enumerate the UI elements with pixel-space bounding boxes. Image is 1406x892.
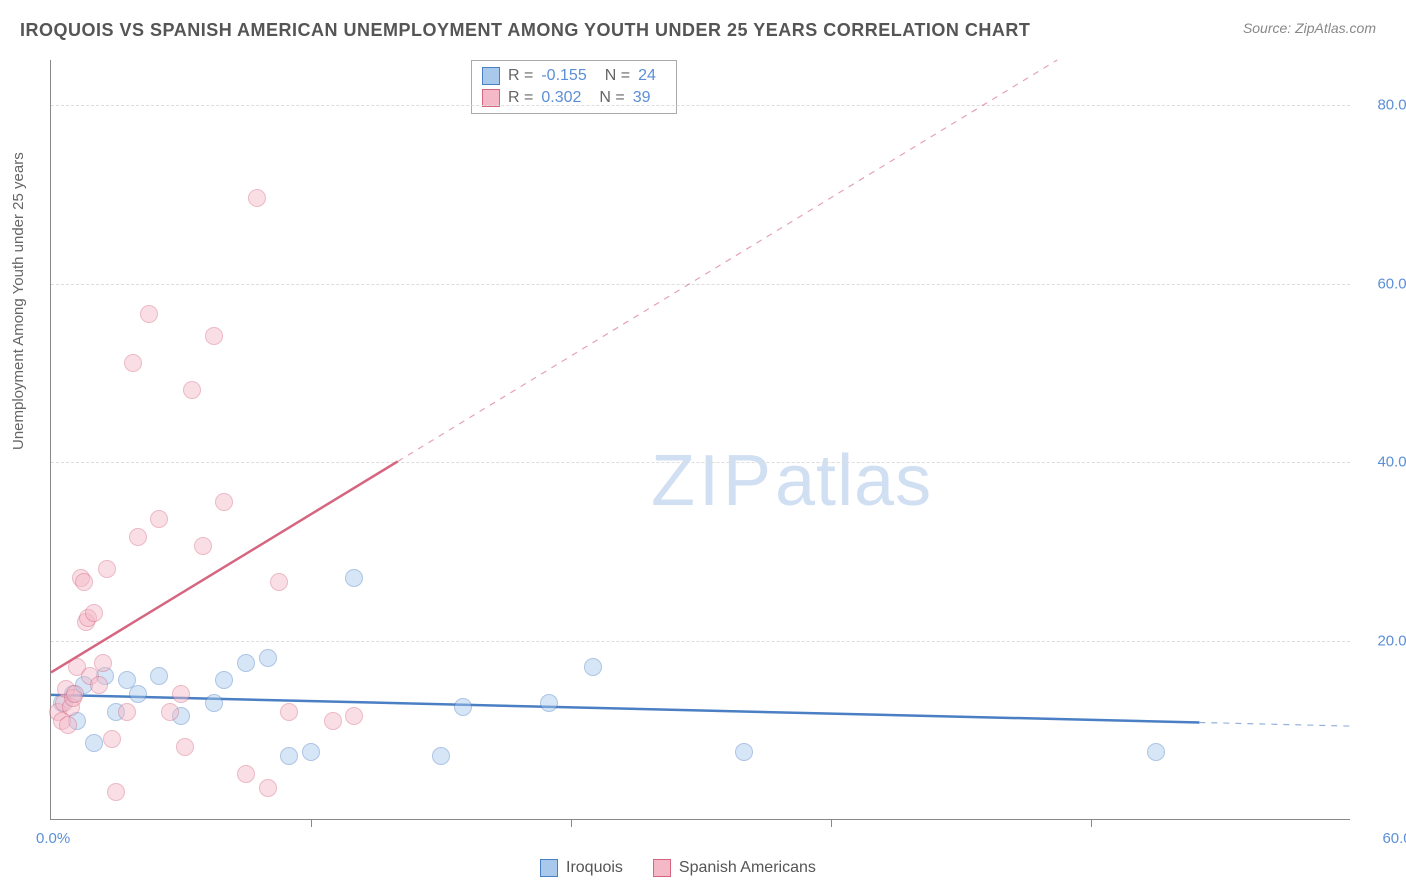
regression-line-dashed [1199,722,1351,726]
plot-area: ZIPatlas R =-0.155N =24R =0.302N =39 0.0… [50,60,1350,820]
scatter-point [584,658,602,676]
regression-line-solid [51,695,1199,723]
scatter-point [85,604,103,622]
scatter-point [270,573,288,591]
scatter-point [302,743,320,761]
regression-svg [51,60,1351,820]
legend-item: Iroquois [540,859,623,877]
legend-swatch [653,859,671,877]
scatter-point [345,569,363,587]
scatter-point [1147,743,1165,761]
legend-item: Spanish Americans [653,859,816,877]
x-tick [571,819,572,827]
scatter-point [124,354,142,372]
y-tick-label: 40.0% [1377,454,1406,471]
scatter-point [280,703,298,721]
scatter-point [161,703,179,721]
y-tick-label: 80.0% [1377,96,1406,113]
scatter-point [540,694,558,712]
scatter-point [75,573,93,591]
x-tick [831,819,832,827]
legend-swatch [540,859,558,877]
scatter-point [66,685,84,703]
scatter-point [183,381,201,399]
y-tick-label: 60.0% [1377,275,1406,292]
scatter-point [280,747,298,765]
scatter-point [432,747,450,765]
scatter-point [205,327,223,345]
scatter-point [90,676,108,694]
x-tick-min: 0.0% [36,830,70,847]
scatter-point [248,189,266,207]
scatter-point [107,783,125,801]
scatter-point [259,649,277,667]
scatter-point [150,510,168,528]
scatter-point [176,738,194,756]
scatter-point [237,654,255,672]
scatter-point [259,779,277,797]
scatter-point [103,730,121,748]
legend-label: Spanish Americans [679,859,816,877]
source-citation: Source: ZipAtlas.com [1243,20,1376,36]
legend-label: Iroquois [566,859,623,877]
scatter-point [205,694,223,712]
scatter-point [172,685,190,703]
scatter-point [140,305,158,323]
scatter-point [215,493,233,511]
scatter-point [454,698,472,716]
regression-line-dashed [398,60,1058,461]
scatter-point [129,685,147,703]
scatter-point [118,703,136,721]
x-tick [311,819,312,827]
scatter-point [85,734,103,752]
x-tick [1091,819,1092,827]
scatter-point [237,765,255,783]
bottom-legend: Iroquois Spanish Americans [540,859,816,877]
scatter-point [129,528,147,546]
chart-title: IROQUOIS VS SPANISH AMERICAN UNEMPLOYMEN… [20,20,1030,41]
y-axis-label: Unemployment Among Youth under 25 years [10,152,27,450]
scatter-point [194,537,212,555]
scatter-point [98,560,116,578]
scatter-point [215,671,233,689]
scatter-point [150,667,168,685]
y-tick-label: 20.0% [1377,633,1406,650]
scatter-point [735,743,753,761]
scatter-point [345,707,363,725]
scatter-point [94,654,112,672]
scatter-point [59,716,77,734]
scatter-point [324,712,342,730]
x-tick-max: 60.0% [1382,830,1406,847]
